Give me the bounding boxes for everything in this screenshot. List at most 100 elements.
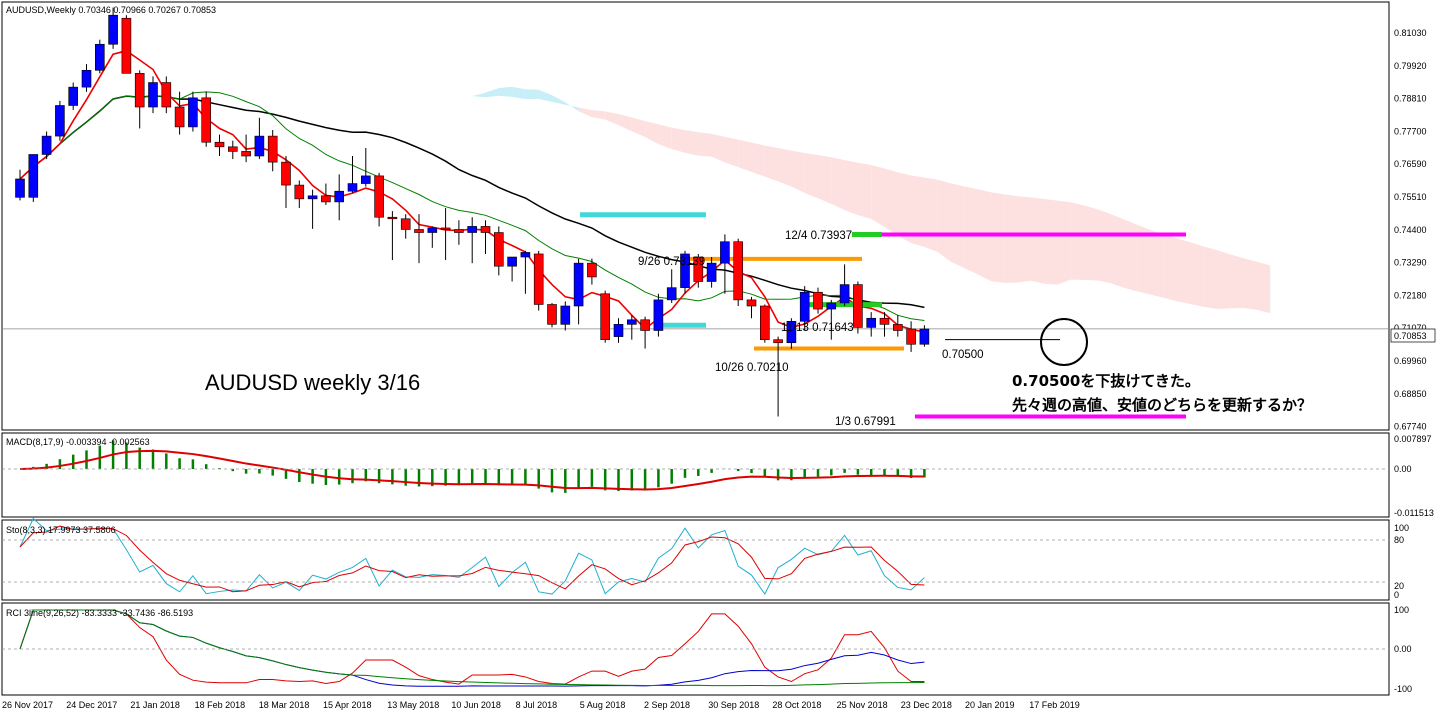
candle-body xyxy=(653,299,664,331)
candle-body xyxy=(839,284,850,304)
candle-body xyxy=(55,105,65,137)
price-tick-label: 0.71070 xyxy=(1394,323,1427,333)
macd-signal-line xyxy=(19,449,925,491)
candle-body xyxy=(281,161,291,186)
price-tick-label: 0.77700 xyxy=(1394,126,1427,136)
cloud-segment xyxy=(791,150,805,193)
candle-body xyxy=(560,305,571,325)
cloud-segment xyxy=(964,186,978,275)
candle-body xyxy=(241,151,251,157)
cloud-segment xyxy=(605,111,619,126)
cloud-segment xyxy=(1256,261,1271,314)
candle-body xyxy=(41,135,52,155)
cloud-segment xyxy=(1017,196,1031,283)
candle-body xyxy=(15,178,25,198)
macd-tick-label: 0.00 xyxy=(1394,464,1412,474)
annotation-high-sep: 9/26 0.73139 xyxy=(638,256,705,268)
candle-body xyxy=(161,82,172,108)
cloud-segment xyxy=(751,142,765,177)
date-tick-label: 28 Oct 2018 xyxy=(772,700,821,710)
price-tick-label: 0.69960 xyxy=(1394,356,1427,366)
price-tick-label: 0.72180 xyxy=(1394,290,1427,300)
macd-tick-label: -0.011513 xyxy=(1394,508,1434,518)
cloud-segment xyxy=(738,139,752,172)
date-tick-label: 24 Dec 2017 xyxy=(66,700,117,710)
date-tick-label: 8 Jul 2018 xyxy=(516,700,558,710)
cloud-segment xyxy=(1137,224,1151,295)
cloud-segment xyxy=(698,132,712,157)
macd-tick-label: 0.007897 xyxy=(1394,434,1432,444)
candle-body xyxy=(347,183,358,192)
price-tick-label: 0.76590 xyxy=(1394,159,1427,169)
cloud-segment xyxy=(1110,214,1124,288)
candle-body xyxy=(440,227,451,230)
price-tick-label: 0.78810 xyxy=(1394,94,1427,104)
cloud-segment xyxy=(1177,238,1191,305)
cloud-segment xyxy=(498,86,513,97)
date-tick-label: 18 Mar 2018 xyxy=(259,700,310,710)
annotation-low-oct: 10/26 0.70210 xyxy=(715,362,789,374)
price-tick-label: 0.75510 xyxy=(1394,192,1427,202)
comment-line-1: 0.70500を下抜けてきた。 xyxy=(1012,372,1200,390)
rci-tick-label: 0.00 xyxy=(1394,644,1412,654)
cloud-segment xyxy=(1230,254,1244,309)
price-tick-label: 0.68850 xyxy=(1394,389,1427,399)
price-tick-label: 0.79920 xyxy=(1394,61,1427,71)
rci-panel xyxy=(1,602,1390,696)
price-tick-label: 0.67740 xyxy=(1394,422,1427,432)
date-tick-label: 5 Aug 2018 xyxy=(580,700,626,710)
cloud-segment xyxy=(1097,209,1111,284)
candles xyxy=(15,7,930,417)
candle-body xyxy=(480,226,491,233)
ichimoku-cloud xyxy=(365,86,1271,314)
cloud-segment xyxy=(578,107,592,118)
comment-line-2: 先々週の高値、安値のどちらを更新するか？ xyxy=(1012,396,1312,414)
candle-body xyxy=(374,175,384,218)
sto-header: Sto(8,3,3) 17.9973 37.5806 xyxy=(6,525,116,535)
candle-body xyxy=(613,324,624,337)
cloud-segment xyxy=(990,192,1005,283)
candle-body xyxy=(573,262,584,307)
date-tick-label: 13 May 2018 xyxy=(387,700,439,710)
candle-body xyxy=(640,319,650,331)
candle-body xyxy=(81,69,92,88)
rci-short-line xyxy=(19,609,925,685)
cloud-segment xyxy=(645,121,659,145)
cloud-segment xyxy=(1057,200,1071,285)
candle-body xyxy=(201,97,211,143)
candle-body xyxy=(400,218,411,230)
sto-panel xyxy=(1,519,1390,601)
main-header: AUDUSD,Weekly 0.70346 0.70966 0.70267 0.… xyxy=(6,5,216,15)
rci-header: RCI 3line(9,26,52) -83.3333 -33.7436 -86… xyxy=(6,608,193,618)
cloud-segment xyxy=(871,165,885,227)
candle-body xyxy=(307,195,318,200)
rci-tick-label: 100 xyxy=(1394,605,1409,615)
axes: 0.81030 0.79920 0.78810 0.77700 0.76590 0.755… xyxy=(2,28,1434,710)
cloud-segment xyxy=(512,86,526,100)
candle-body xyxy=(520,252,531,258)
candle-body xyxy=(759,305,770,340)
candle-body xyxy=(666,287,677,301)
candle-body xyxy=(267,135,278,163)
sto-d-line xyxy=(19,525,925,593)
current-price-label: 0.70853 xyxy=(1394,331,1427,341)
candle-body xyxy=(773,339,783,344)
price-tick-label: 0.73290 xyxy=(1394,258,1427,268)
annotation-nov: 11/13 0.71643 xyxy=(781,322,854,334)
cloud-segment xyxy=(764,145,779,182)
date-tick-label: 20 Jan 2019 xyxy=(965,700,1015,710)
cloud-segment xyxy=(818,155,832,204)
macd-panel xyxy=(1,432,1390,518)
cloud-segment xyxy=(1217,250,1231,309)
date-tick-label: 18 Feb 2018 xyxy=(195,700,246,710)
candle-body xyxy=(214,141,225,148)
candle-body xyxy=(321,195,331,203)
candle-body xyxy=(228,146,238,152)
candle-body xyxy=(853,284,863,328)
date-tick-label: 2 Sep 2018 xyxy=(644,700,690,710)
candle-body xyxy=(906,328,916,345)
candle-body xyxy=(693,256,704,282)
date-tick-label: 21 Jan 2018 xyxy=(130,700,180,710)
candle-body xyxy=(387,216,398,220)
cloud-segment xyxy=(831,157,845,211)
